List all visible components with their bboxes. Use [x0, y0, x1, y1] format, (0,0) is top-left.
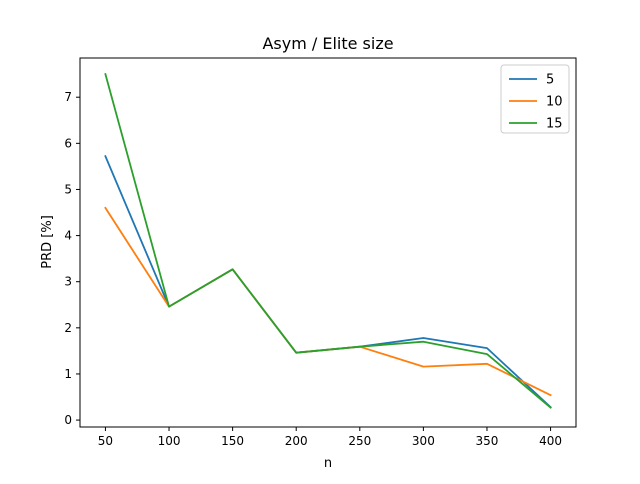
x-axis-label: n [324, 456, 332, 471]
plot-area [104, 72, 552, 409]
y-tick-label: 2 [64, 321, 72, 335]
x-tick-label: 400 [539, 434, 562, 448]
plot-frame [79, 57, 577, 428]
x-tick-label: 200 [285, 434, 308, 448]
legend-label-5: 5 [546, 73, 554, 88]
y-tick-label: 7 [64, 90, 72, 104]
y-tick-label: 0 [64, 413, 72, 427]
y-axis: 0 1 2 3 4 5 6 7 [64, 90, 80, 427]
y-tick-label: 6 [64, 136, 72, 150]
series-line-5 [104, 155, 552, 409]
x-tick-label: 150 [221, 434, 244, 448]
legend-label-15: 15 [546, 117, 563, 132]
x-axis: 50 100 150 200 250 300 350 400 [98, 427, 562, 448]
y-tick-label: 5 [64, 182, 72, 196]
x-tick-label: 50 [98, 434, 113, 448]
x-tick-label: 100 [158, 434, 181, 448]
x-tick-label: 250 [348, 434, 371, 448]
series-line-10 [104, 206, 552, 397]
series-line-15 [104, 72, 552, 409]
chart-title: Asym / Elite size [262, 34, 393, 53]
legend-label-10: 10 [546, 95, 563, 110]
legend-box [500, 64, 570, 134]
x-tick-label: 300 [412, 434, 435, 448]
y-axis-label: PRD [%] [40, 215, 55, 269]
legend: 5 10 15 [500, 64, 570, 134]
x-tick-label: 350 [476, 434, 499, 448]
y-tick-label: 4 [64, 229, 72, 243]
y-tick-label: 3 [64, 275, 72, 289]
y-tick-label: 1 [64, 367, 72, 381]
